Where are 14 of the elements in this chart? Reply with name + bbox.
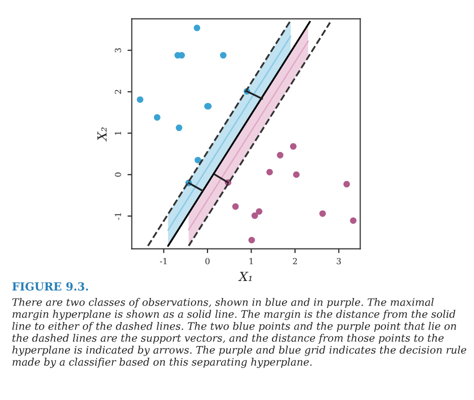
- y-tick-label: 0: [114, 172, 122, 177]
- y-tick-label: -1: [114, 213, 122, 220]
- text: There are two classes of observations, shown in blue and in purple. The maximal margin hyperplane is shown as a solid line. The margin is the distance from the solid line to either of the dashed lines. The two blue points and the purple point that lie on the dashed lines are the support vectors, and the distance from those points to the hyperplane is indicated by arrows. The purple and blue grid indicates the decision rule made by a classifier based on this separating hyperplane.: [12, 298, 466, 368]
- x-axis-title: X₁: [238, 272, 252, 281]
- y-tick-label: 2: [114, 90, 122, 94]
- y-tick-label: 3: [114, 48, 122, 52]
- x-tick-label: 3: [336, 258, 341, 264]
- y-axis-title: X₂: [97, 127, 107, 142]
- caption: FIGURE 9.3.: [12, 282, 88, 291]
- x-tick-label: 1: [250, 258, 253, 264]
- x-tick-label: 0: [205, 258, 210, 264]
- y-tick-label: 1: [114, 132, 122, 135]
- x-tick-label: -1: [160, 258, 167, 264]
- x-tick-label: 2: [292, 258, 297, 264]
